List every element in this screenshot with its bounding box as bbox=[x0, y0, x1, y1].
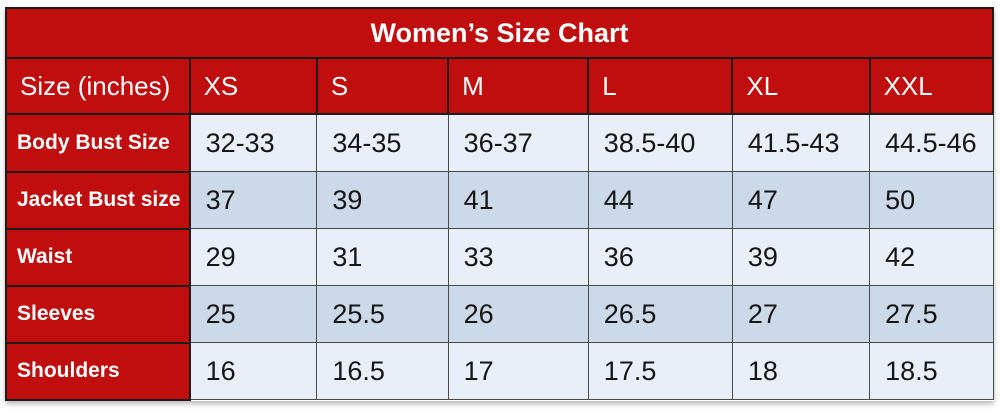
cell-value: 26 bbox=[447, 285, 589, 343]
cell-value: 16 bbox=[189, 342, 318, 400]
table-row-sleeves: Sleeves 25 25.5 26 26.5 27 27.5 bbox=[5, 284, 994, 344]
table-title: Women’s Size Chart bbox=[5, 7, 994, 59]
cell-value: 18 bbox=[731, 342, 871, 400]
cell-value: 27 bbox=[731, 285, 871, 343]
cell-value: 42 bbox=[869, 228, 994, 286]
cell-value: 17.5 bbox=[587, 342, 733, 400]
cell-value: 32-33 bbox=[189, 113, 318, 172]
cell-value: 17 bbox=[447, 342, 589, 400]
header-row: Size (inches) XS S M L XL XXL bbox=[5, 57, 995, 115]
title-row: Women’s Size Chart bbox=[5, 7, 994, 59]
cell-value: 47 bbox=[731, 171, 871, 229]
row-label: Shoulders bbox=[5, 341, 191, 401]
table-row-jacket-bust-size: Jacket Bust size 37 39 41 44 47 50 bbox=[5, 170, 994, 230]
table-row-shoulders: Shoulders 16 16.5 17 17.5 18 18.5 bbox=[5, 341, 994, 401]
row-label: Sleeves bbox=[5, 284, 191, 344]
cell-value: 44.5-46 bbox=[869, 113, 994, 172]
cell-value: 18.5 bbox=[869, 342, 994, 400]
cell-value: 31 bbox=[316, 228, 449, 286]
cell-value: 29 bbox=[189, 228, 318, 286]
cell-value: 16.5 bbox=[316, 342, 449, 400]
cell-value: 38.5-40 bbox=[587, 113, 733, 172]
row-label: Body Bust Size bbox=[5, 113, 191, 173]
cell-value: 41.5-43 bbox=[731, 113, 871, 172]
cell-value: 26.5 bbox=[587, 285, 733, 343]
cell-value: 36-37 bbox=[447, 113, 589, 172]
cell-value: 41 bbox=[447, 171, 589, 229]
cell-value: 34-35 bbox=[316, 113, 449, 172]
column-header-size-inches: Size (inches) bbox=[5, 57, 191, 115]
cell-value: 27.5 bbox=[869, 285, 994, 343]
cell-value: 39 bbox=[731, 228, 871, 286]
cell-value: 25 bbox=[189, 285, 318, 343]
column-header-m: M bbox=[447, 57, 590, 115]
cell-value: 25.5 bbox=[316, 285, 449, 343]
table-row-body-bust-size: Body Bust Size 32-33 34-35 36-37 38.5-40… bbox=[5, 113, 994, 173]
womens-size-chart-table: Women’s Size Chart Size (inches) XS S M … bbox=[5, 7, 995, 401]
cell-value: 33 bbox=[447, 228, 589, 286]
cell-value: 50 bbox=[869, 171, 994, 229]
row-label: Jacket Bust size bbox=[5, 170, 191, 230]
column-header-xs: XS bbox=[188, 57, 318, 115]
cell-value: 36 bbox=[587, 228, 733, 286]
cell-value: 44 bbox=[587, 171, 733, 229]
table-row-waist: Waist 29 31 33 36 39 42 bbox=[5, 227, 994, 287]
cell-value: 39 bbox=[316, 171, 449, 229]
row-label: Waist bbox=[5, 227, 191, 287]
column-header-xxl: XXL bbox=[868, 57, 995, 115]
column-header-xl: XL bbox=[731, 57, 871, 115]
column-header-l: L bbox=[587, 57, 734, 115]
cell-value: 37 bbox=[189, 171, 318, 229]
column-header-s: S bbox=[315, 57, 450, 115]
